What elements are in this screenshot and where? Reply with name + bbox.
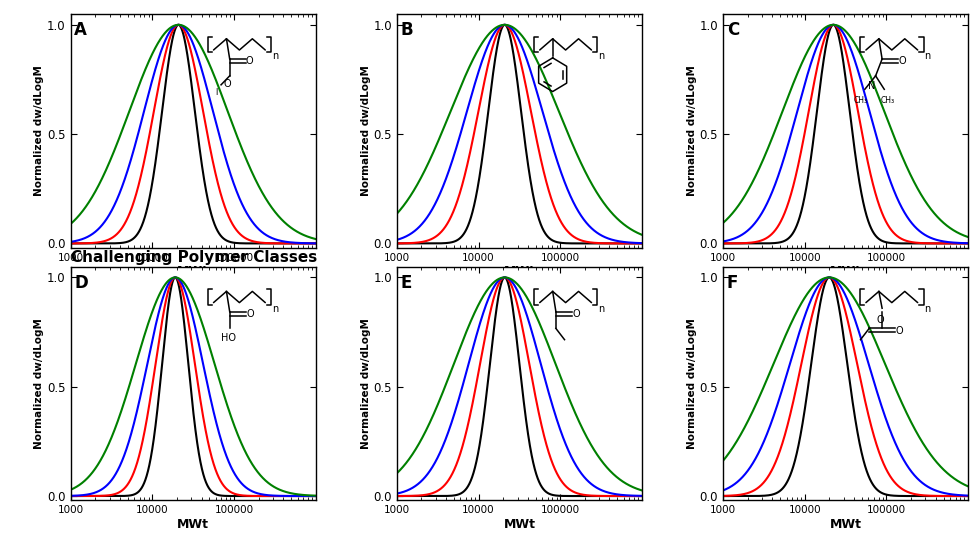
Text: D: D — [74, 274, 88, 291]
Y-axis label: Normalized dw/dLogM: Normalized dw/dLogM — [34, 66, 44, 196]
Y-axis label: Normalized dw/dLogM: Normalized dw/dLogM — [687, 318, 697, 449]
Text: CH₃: CH₃ — [881, 96, 895, 105]
Text: Challenging Polymer Classes: Challenging Polymer Classes — [71, 250, 317, 265]
Text: F: F — [726, 274, 738, 291]
Text: A: A — [74, 21, 87, 39]
X-axis label: MWt: MWt — [504, 518, 535, 531]
X-axis label: MWt: MWt — [177, 518, 209, 531]
Text: n: n — [271, 304, 278, 314]
Y-axis label: Normalized dw/dLogM: Normalized dw/dLogM — [34, 318, 44, 449]
X-axis label: MWt: MWt — [177, 265, 209, 279]
Y-axis label: Normalized dw/dLogM: Normalized dw/dLogM — [687, 66, 697, 196]
Y-axis label: Normalized dw/dLogM: Normalized dw/dLogM — [361, 66, 370, 196]
Text: HO: HO — [221, 333, 236, 343]
Text: CH₃: CH₃ — [854, 96, 868, 105]
Text: n: n — [924, 304, 930, 314]
Text: O: O — [246, 309, 254, 319]
Text: O: O — [246, 56, 254, 66]
Text: C: C — [726, 21, 739, 39]
Text: O: O — [877, 315, 884, 325]
Text: O: O — [895, 326, 903, 336]
Y-axis label: Normalized dw/dLogM: Normalized dw/dLogM — [361, 318, 370, 449]
Text: l: l — [216, 88, 218, 97]
Text: n: n — [924, 51, 930, 61]
Text: O: O — [572, 309, 580, 319]
X-axis label: MWt: MWt — [830, 518, 861, 531]
Text: E: E — [401, 274, 412, 291]
Text: O: O — [223, 79, 231, 89]
X-axis label: MWt: MWt — [504, 265, 535, 279]
Text: O: O — [899, 56, 907, 66]
Text: n: n — [598, 304, 605, 314]
Text: n: n — [271, 51, 278, 61]
Text: n: n — [598, 51, 605, 61]
Text: N: N — [868, 81, 875, 91]
Text: B: B — [401, 21, 414, 39]
X-axis label: MWt: MWt — [830, 265, 861, 279]
